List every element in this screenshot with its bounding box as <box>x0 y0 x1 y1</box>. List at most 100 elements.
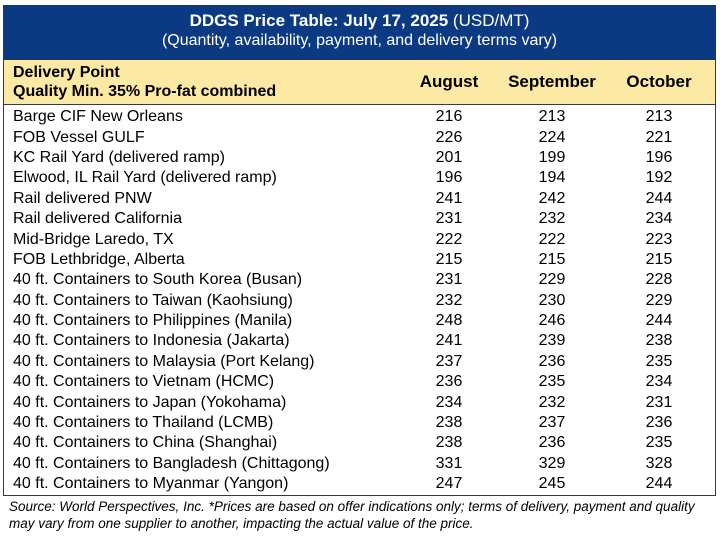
table-subtitle: (Quantity, availability, payment, and de… <box>161 32 558 49</box>
table-row: 40 ft. Containers to South Korea (Busan)… <box>4 270 715 290</box>
header-line2: Quality Min. 35% Pro-fat combined <box>13 83 277 100</box>
row-price-september: 242 <box>538 189 566 207</box>
table-row: Rail delivered California 231 232 234 <box>4 209 715 229</box>
table-row: Rail delivered PNW 241 242 244 <box>4 189 715 209</box>
row-price-august: 231 <box>435 271 463 289</box>
header-month-october: October <box>626 72 692 91</box>
row-delivery-point: 40 ft. Containers to Vietnam (HCMC) <box>13 373 275 391</box>
row-price-october: 221 <box>645 128 673 146</box>
row-price-september: 194 <box>538 169 566 187</box>
row-price-october: 213 <box>645 108 673 126</box>
row-price-october: 238 <box>645 332 673 350</box>
row-price-october: 192 <box>645 169 673 187</box>
table-row: 40 ft. Containers to Bangladesh (Chittag… <box>4 454 715 474</box>
row-delivery-point: Rail delivered California <box>13 210 182 228</box>
header-line1: Delivery Point <box>13 64 120 81</box>
table-body: Barge CIF New Orleans 216 213 213 FOB Vessel… <box>4 105 715 495</box>
row-price-september: 230 <box>538 291 566 309</box>
row-price-september: 246 <box>538 312 566 330</box>
table-row: 40 ft. Containers to Malaysia (Port Kela… <box>4 352 715 372</box>
row-price-september: 222 <box>538 230 566 248</box>
table-row: 40 ft. Containers to Taiwan (Kaohsiung) 2… <box>4 291 715 311</box>
table-row: FOB Lethbridge, Alberta 215 215 215 <box>4 250 715 270</box>
row-price-september: 199 <box>538 148 566 166</box>
row-price-october: 229 <box>645 291 673 309</box>
row-price-september: 232 <box>538 210 566 228</box>
price-table: Delivery Point Quality Min. 35% Pro-fat … <box>3 60 716 497</box>
row-delivery-point: Mid-Bridge Laredo, TX <box>13 230 174 248</box>
row-delivery-point: Rail delivered PNW <box>13 189 152 207</box>
row-price-october: 223 <box>645 230 673 248</box>
row-price-october: 231 <box>645 393 673 411</box>
row-price-september: 245 <box>538 475 566 493</box>
price-table-container: DDGS Price Table: July 17, 2025 (USD/MT)… <box>3 5 716 532</box>
row-price-october: 196 <box>645 148 673 166</box>
row-price-august: 331 <box>435 454 463 472</box>
table-row: Barge CIF New Orleans 216 213 213 <box>4 107 715 127</box>
row-delivery-point: FOB Vessel GULF <box>13 128 145 146</box>
row-price-august: 234 <box>435 393 463 411</box>
row-price-august: 236 <box>435 373 463 391</box>
table-row: Elwood, IL Rail Yard (delivered ramp) 196… <box>4 168 715 188</box>
row-price-october: 236 <box>645 414 673 432</box>
row-delivery-point: 40 ft. Containers to Malaysia (Port Kela… <box>13 352 315 370</box>
table-title: DDGS Price Table: July 17, 2025 (USD/MT) <box>3 11 716 31</box>
header-month-september: September <box>508 72 596 91</box>
row-delivery-point: KC Rail Yard (delivered ramp) <box>13 148 225 166</box>
row-delivery-point: 40 ft. Containers to Myanmar (Yangon) <box>13 475 289 493</box>
table-title-unit: (USD/MT) <box>448 11 530 30</box>
title-banner: DDGS Price Table: July 17, 2025 (USD/MT)… <box>3 5 716 60</box>
row-price-september: 236 <box>538 434 566 452</box>
table-row: 40 ft. Containers to Myanmar (Yangon) 247… <box>4 474 715 494</box>
row-price-august: 215 <box>435 250 463 268</box>
row-delivery-point: 40 ft. Containers to Thailand (LCMB) <box>13 414 274 432</box>
table-title-bold: DDGS Price Table: July 17, 2025 <box>189 11 449 30</box>
row-price-september: 239 <box>538 332 566 350</box>
table-header: Delivery Point Quality Min. 35% Pro-fat … <box>4 60 715 105</box>
row-delivery-point: 40 ft. Containers to South Korea (Busan) <box>13 271 303 289</box>
row-delivery-point: 40 ft. Containers to Philippines (Manila… <box>13 312 293 330</box>
row-price-august: 226 <box>435 128 463 146</box>
row-price-september: 224 <box>538 128 566 146</box>
row-delivery-point: 40 ft. Containers to Indonesia (Jakarta) <box>13 332 290 350</box>
row-delivery-point: Barge CIF New Orleans <box>13 108 183 126</box>
row-price-october: 328 <box>645 454 673 472</box>
row-price-september: 215 <box>538 250 566 268</box>
row-price-august: 201 <box>435 148 463 166</box>
row-delivery-point: 40 ft. Containers to Japan (Yokohama) <box>13 393 287 411</box>
row-delivery-point: 40 ft. Containers to Taiwan (Kaohsiung) <box>13 291 293 309</box>
table-row: 40 ft. Containers to Thailand (LCMB) 238 2… <box>4 413 715 433</box>
row-price-august: 216 <box>435 108 463 126</box>
row-price-september: 236 <box>538 352 566 370</box>
row-price-september: 213 <box>538 108 566 126</box>
row-price-august: 237 <box>435 352 463 370</box>
row-price-september: 237 <box>538 414 566 432</box>
row-price-september: 232 <box>538 393 566 411</box>
row-price-august: 222 <box>435 230 463 248</box>
header-month-august: August <box>419 72 479 91</box>
table-row: 40 ft. Containers to Indonesia (Jakarta)… <box>4 331 715 351</box>
row-delivery-point: 40 ft. Containers to Bangladesh (Chittag… <box>13 454 330 472</box>
row-price-august: 247 <box>435 475 463 493</box>
row-delivery-point: 40 ft. Containers to China (Shanghai) <box>13 434 278 452</box>
row-price-october: 234 <box>645 373 673 391</box>
table-row: FOB Vessel GULF 226 224 221 <box>4 127 715 147</box>
table-row: 40 ft. Containers to Japan (Yokohama) 234… <box>4 392 715 412</box>
row-price-august: 232 <box>435 291 463 309</box>
row-price-october: 235 <box>645 434 673 452</box>
table-row: KC Rail Yard (delivered ramp) 201 199 196 <box>4 148 715 168</box>
row-price-august: 238 <box>435 414 463 432</box>
row-price-september: 235 <box>538 373 566 391</box>
row-price-october: 244 <box>645 189 673 207</box>
source-footnote: Source: World Perspectives, Inc. *Prices… <box>9 499 695 532</box>
row-delivery-point: Elwood, IL Rail Yard (delivered ramp) <box>13 169 277 187</box>
row-price-august: 238 <box>435 434 463 452</box>
row-price-october: 215 <box>645 250 673 268</box>
table-row: 40 ft. Containers to China (Shanghai) 238… <box>4 433 715 453</box>
header-delivery-point: Delivery Point Quality Min. 35% Pro-fat … <box>4 63 397 101</box>
row-price-august: 248 <box>435 312 463 330</box>
row-price-september: 229 <box>538 271 566 289</box>
table-row: 40 ft. Containers to Vietnam (HCMC) 236 23… <box>4 372 715 392</box>
row-price-august: 241 <box>435 332 463 350</box>
row-price-august: 241 <box>435 189 463 207</box>
